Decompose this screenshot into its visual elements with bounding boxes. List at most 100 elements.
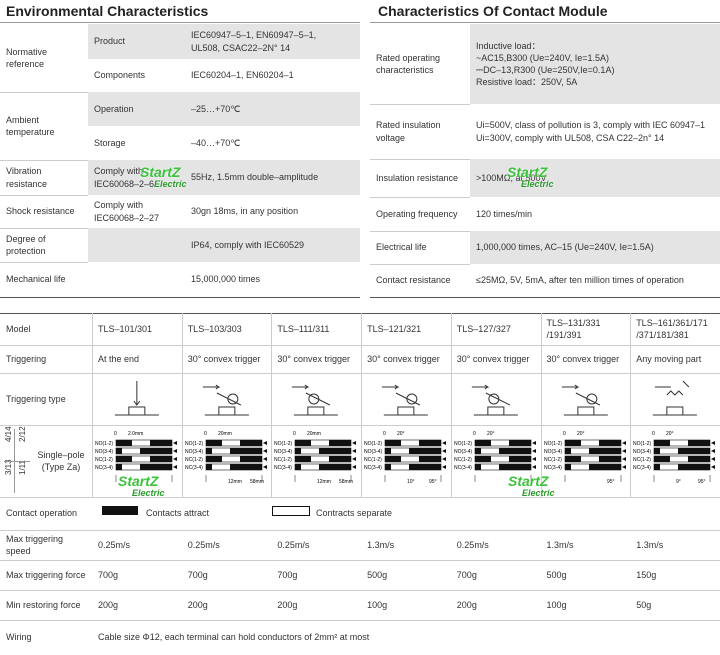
value: >100MΩ, at 500V: [470, 159, 720, 197]
spec-value: 30° convex trigger: [187, 353, 261, 364]
rule: [0, 345, 720, 346]
contact-label: NC(3-4): [544, 465, 562, 471]
arrow: [621, 465, 626, 469]
spec-value: 700g: [277, 569, 298, 580]
rule: [0, 590, 720, 591]
value: 120 times/min: [476, 208, 533, 219]
value: Ui=500V, class of pollution is 3, comply…: [476, 120, 706, 131]
closed-segment: [474, 464, 481, 470]
diagram-label: Single–pole: [37, 449, 85, 460]
legend-label: Contacts attract: [146, 508, 210, 519]
closed-segment: [205, 448, 212, 454]
scale-label: 10°: [407, 479, 415, 485]
scale-label: 20°: [397, 431, 405, 437]
spec-value: 30° convex trigger: [182, 345, 272, 373]
rule: [540, 425, 542, 497]
spec-value: 150g: [636, 569, 657, 580]
closed-segment: [295, 448, 302, 454]
row-label: Shock resistance: [6, 206, 75, 217]
contact-label: NC(1-2): [454, 457, 472, 463]
sub-label: Product: [94, 36, 126, 47]
value: 55Hz, 1.5mm double–amplitude: [191, 172, 319, 183]
row-label: Wiring: [0, 620, 92, 655]
arrow: [531, 465, 536, 469]
diagram-label: (Type Za): [41, 462, 81, 472]
row-label: Vibration resistance: [0, 160, 88, 195]
spec-value: TLS–111/311: [277, 323, 330, 334]
closed-segment: [319, 464, 352, 470]
closed-segment: [295, 456, 312, 462]
spec-value: 500g: [367, 569, 388, 580]
closed-segment: [385, 448, 392, 454]
arrow: [262, 449, 267, 453]
scale-label: 95°: [698, 479, 706, 485]
row-label: Contact resistance: [376, 275, 451, 286]
contact-label: NC(1-2): [185, 457, 203, 463]
watermark-text: StartZ: [507, 164, 548, 180]
sub-label: Comply with IEC60068–2–6: [94, 166, 155, 189]
rule: [540, 373, 542, 425]
switching-diagram: 0 2.0mm NO(1-2) NO(3-4) NC(1-2) NC(3-4): [95, 431, 177, 482]
legend-label: Contracts separate: [316, 508, 393, 519]
closed-segment: [498, 464, 531, 470]
spec-value: 200g: [451, 590, 541, 620]
switching-diagram: 0 20mm NO(1-2) NO(3-4) NC(1-2) NC(3-4) 12mm 58m…: [274, 431, 357, 485]
rule: [0, 22, 360, 23]
spec-value: 0.25m/s: [187, 539, 220, 550]
spec-value: 700g: [271, 560, 361, 590]
spec-value: 500g: [541, 560, 631, 590]
row-label: Rated operating characteristics: [370, 24, 470, 104]
closed-segment: [564, 464, 571, 470]
closed-segment: [385, 464, 392, 470]
trigger-icon: [381, 384, 428, 416]
spec-value: /371/181/381: [636, 330, 689, 340]
closed-segment: [678, 464, 711, 470]
closed-segment: [409, 464, 442, 470]
spec-value: Any moving part: [630, 345, 720, 373]
spec-value: 1.3m/s: [546, 539, 574, 550]
row-label: Operating frequency: [376, 208, 458, 219]
scale-label: 12mm: [317, 479, 331, 485]
rule: [271, 373, 273, 425]
contact-label: NC(1-2): [544, 457, 562, 463]
arrow: [262, 441, 267, 445]
value: ~AC15,B300 (Ue=240V, Ie=1.5A): [476, 52, 610, 63]
rule: [0, 313, 720, 314]
closed-segment: [140, 448, 172, 454]
sub-label: Comply with IEC60068–2–27: [94, 200, 160, 223]
scale-label: 20mm: [307, 431, 321, 437]
contact-label: NC(1-2): [95, 457, 113, 463]
spec-value: 1.3m/s: [636, 539, 664, 550]
closed-segment: [150, 456, 172, 462]
side-label: 2/12: [18, 426, 27, 442]
spec-value: TLS–103/303: [182, 313, 272, 345]
arrow: [531, 457, 536, 461]
value: IEC60947–5–1, EN60947–5–1, UL508, CSAC22–…: [185, 24, 360, 59]
contact-label: NO(3-4): [95, 449, 113, 455]
rule: [181, 313, 183, 345]
row-label: Mechanical life: [0, 262, 88, 297]
value: IP64, comply with IEC60529: [185, 228, 360, 262]
spec-value: TLS–103/303: [187, 323, 242, 334]
switching-diagram: 0 20° NO(1-2) NO(3-4) NC(1-2) NC(3-4) 10° 95°: [364, 431, 447, 485]
row-label: Triggering type: [0, 373, 92, 425]
spec-value: 700g: [92, 560, 182, 590]
legend-label: Contracts separate: [310, 497, 470, 530]
value: ≤25MΩ, 5V, 5mA, after ten million times …: [470, 264, 720, 297]
value: 30gn 18ms, in any position: [185, 195, 360, 228]
rule: [450, 425, 452, 497]
legend-label: Contacts attract: [140, 497, 280, 530]
switching-diagram: 0 20° NO(1-2) NO(3-4) NC(1-2) NC(3-4): [454, 431, 536, 482]
row-label: Vibration resistance: [6, 166, 48, 189]
spec-value: 100g: [361, 590, 451, 620]
switching-diagram: 0 20mm NO(1-2) NO(3-4) NC(1-2) NC(3-4) 12mm 58m…: [185, 431, 267, 485]
value: IP64, comply with IEC60529: [191, 239, 305, 250]
rule: [4, 461, 30, 462]
value: UL508, CSAC22–2N° 14: [191, 42, 291, 53]
closed-segment: [229, 448, 262, 454]
spec-value: TLS–101/301: [92, 313, 182, 345]
closed-segment: [508, 440, 531, 446]
row-label: Ambient temperature: [0, 92, 88, 160]
contact-label: NC(3-4): [95, 465, 113, 471]
